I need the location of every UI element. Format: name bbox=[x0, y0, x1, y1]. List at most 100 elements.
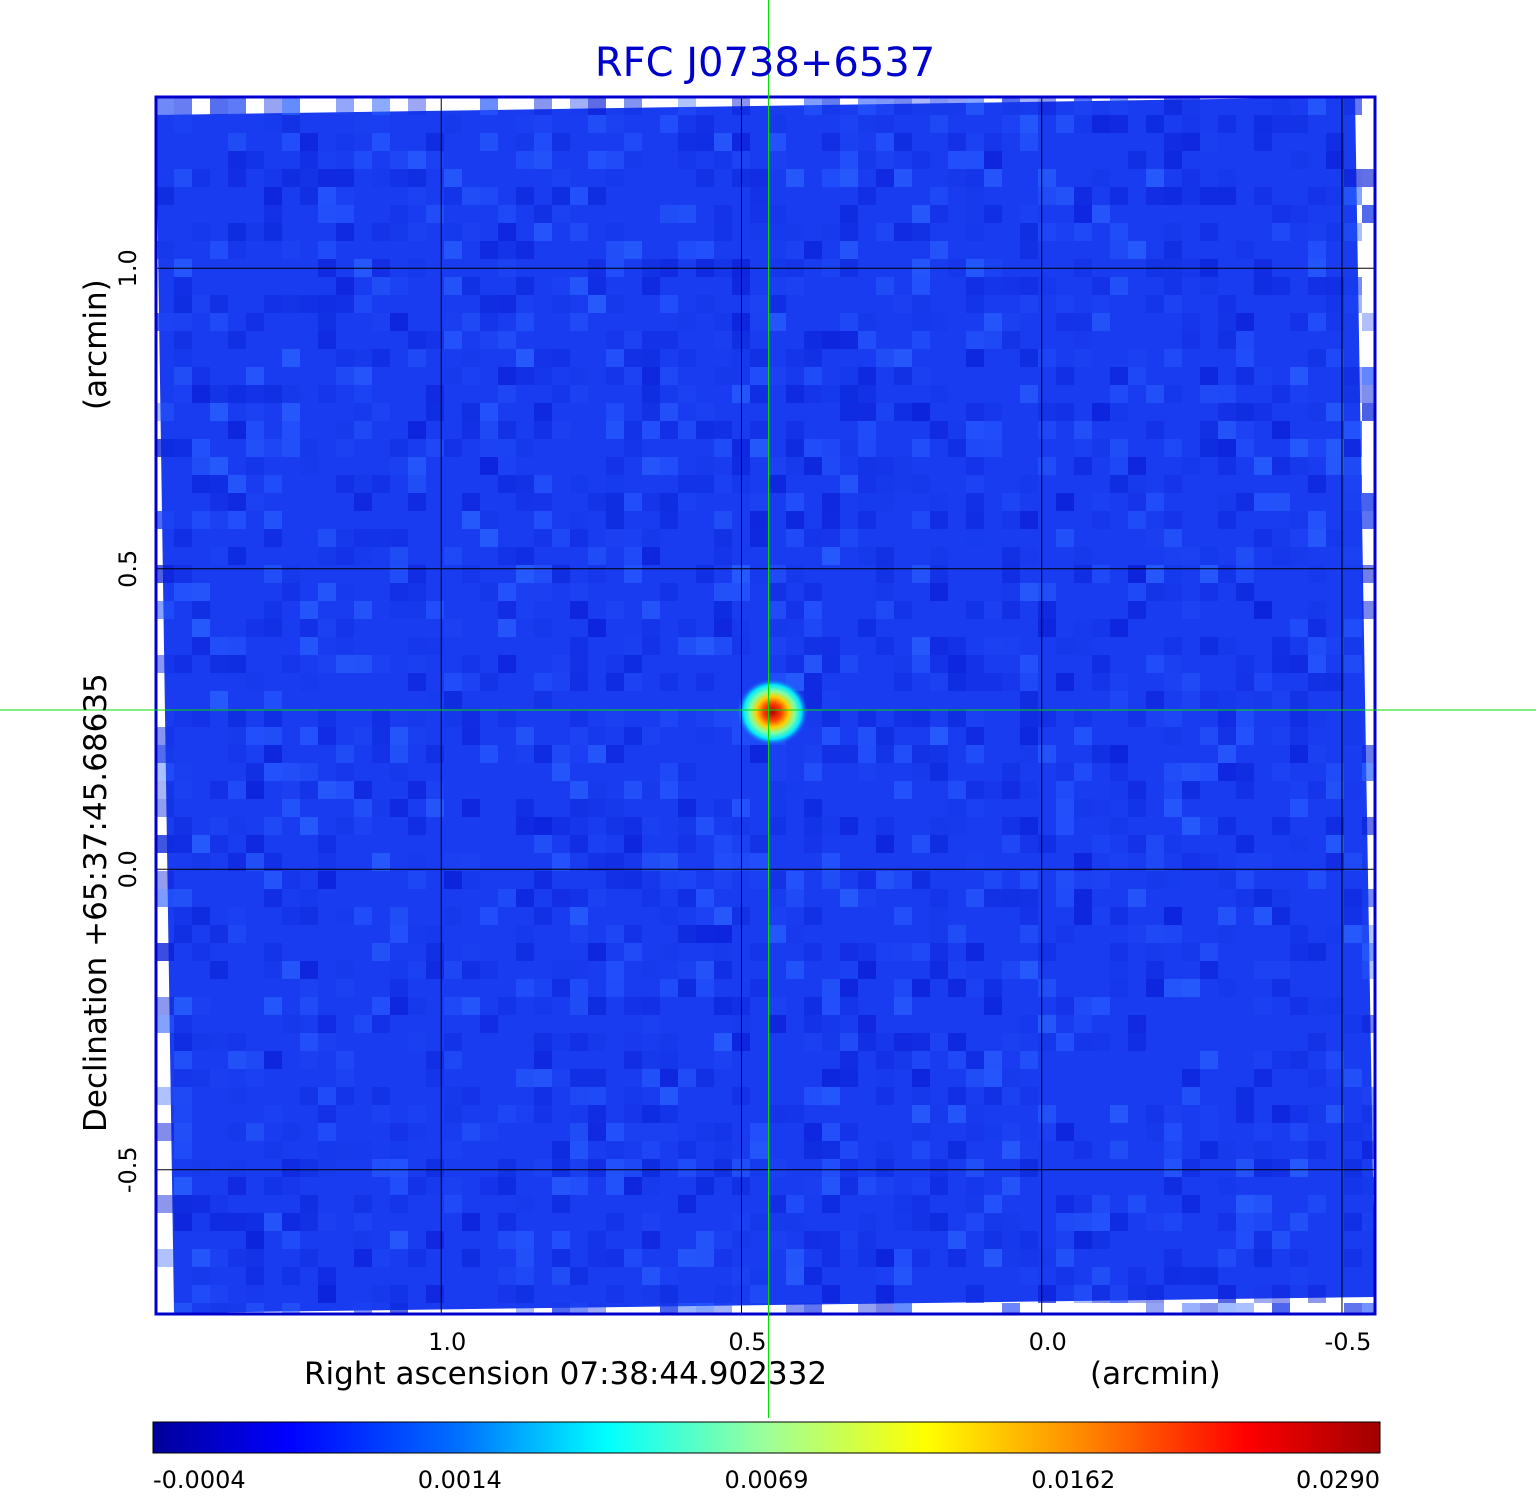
noise-cell bbox=[1146, 979, 1164, 997]
noise-cell bbox=[912, 1177, 930, 1195]
noise-cell bbox=[714, 313, 732, 331]
noise-cell bbox=[1164, 709, 1182, 727]
noise-cell bbox=[1362, 601, 1375, 619]
noise-cell bbox=[264, 889, 282, 907]
noise-cell bbox=[408, 709, 426, 727]
noise-cell bbox=[1254, 187, 1272, 205]
noise-cell bbox=[1272, 115, 1290, 133]
noise-cell bbox=[696, 1177, 714, 1195]
noise-cell bbox=[984, 1249, 1002, 1267]
noise-cell bbox=[1218, 295, 1236, 313]
noise-cell bbox=[444, 187, 462, 205]
noise-cell bbox=[462, 187, 480, 205]
noise-cell bbox=[264, 1213, 282, 1231]
noise-cell bbox=[822, 547, 840, 565]
noise-cell bbox=[1020, 781, 1038, 799]
noise-cell bbox=[1074, 853, 1092, 871]
noise-cell bbox=[1038, 1015, 1056, 1033]
noise-cell bbox=[246, 403, 264, 421]
noise-cell bbox=[264, 97, 282, 115]
noise-cell bbox=[822, 871, 840, 889]
noise-cell bbox=[1326, 1105, 1344, 1123]
noise-cell bbox=[1344, 1123, 1362, 1141]
noise-cell bbox=[174, 385, 192, 403]
noise-cell bbox=[750, 1123, 768, 1141]
noise-cell bbox=[858, 745, 876, 763]
noise-cell bbox=[552, 1033, 570, 1051]
noise-cell bbox=[894, 871, 912, 889]
noise-cell bbox=[228, 97, 246, 115]
noise-cell bbox=[1272, 97, 1290, 115]
noise-cell bbox=[1236, 331, 1254, 349]
noise-cell bbox=[498, 601, 516, 619]
noise-cell bbox=[264, 997, 282, 1015]
noise-cell bbox=[1362, 1177, 1375, 1195]
noise-cell bbox=[552, 1267, 570, 1285]
noise-cell bbox=[408, 169, 426, 187]
noise-cell bbox=[714, 511, 732, 529]
noise-cell bbox=[1092, 115, 1110, 133]
noise-cell bbox=[660, 1069, 678, 1087]
noise-cell bbox=[624, 133, 642, 151]
noise-cell bbox=[894, 169, 912, 187]
y-tick-label: -0.5 bbox=[114, 1146, 142, 1193]
noise-cell bbox=[480, 133, 498, 151]
noise-cell bbox=[876, 1285, 894, 1303]
noise-cell bbox=[624, 817, 642, 835]
noise-cell bbox=[1182, 457, 1200, 475]
noise-cell bbox=[930, 1159, 948, 1177]
noise-cell bbox=[246, 745, 264, 763]
noise-cell bbox=[1344, 619, 1362, 637]
noise-cell bbox=[840, 439, 858, 457]
noise-cell bbox=[246, 439, 264, 457]
noise-cell bbox=[1362, 961, 1375, 979]
noise-cell bbox=[1056, 1213, 1074, 1231]
noise-cell bbox=[1038, 277, 1056, 295]
noise-cell bbox=[300, 295, 318, 313]
noise-cell bbox=[1308, 475, 1326, 493]
noise-cell bbox=[1074, 223, 1092, 241]
noise-cell bbox=[1146, 169, 1164, 187]
noise-cell bbox=[1056, 1195, 1074, 1213]
noise-cell bbox=[246, 313, 264, 331]
noise-cell bbox=[1308, 871, 1326, 889]
noise-cell bbox=[1362, 943, 1375, 961]
noise-cell bbox=[858, 1015, 876, 1033]
noise-cell bbox=[1218, 1249, 1236, 1267]
noise-cell bbox=[1362, 511, 1375, 529]
noise-cell bbox=[606, 979, 624, 997]
noise-cell bbox=[948, 1033, 966, 1051]
noise-cell bbox=[1344, 1015, 1362, 1033]
noise-cell bbox=[282, 349, 300, 367]
noise-cell bbox=[1038, 457, 1056, 475]
y-tick-label: 0.5 bbox=[114, 550, 142, 588]
noise-cell bbox=[444, 1051, 462, 1069]
noise-cell bbox=[210, 1303, 228, 1314]
noise-cell bbox=[1056, 529, 1074, 547]
noise-cell bbox=[174, 907, 192, 925]
noise-cell bbox=[444, 331, 462, 349]
noise-cell bbox=[840, 943, 858, 961]
noise-cell bbox=[282, 961, 300, 979]
noise-cell bbox=[228, 475, 246, 493]
noise-cell bbox=[246, 223, 264, 241]
noise-cell bbox=[912, 205, 930, 223]
noise-cell bbox=[516, 1195, 534, 1213]
noise-cell bbox=[534, 493, 552, 511]
noise-cell bbox=[1236, 1195, 1254, 1213]
noise-cell bbox=[894, 601, 912, 619]
noise-cell bbox=[588, 943, 606, 961]
noise-cell bbox=[930, 835, 948, 853]
noise-cell bbox=[246, 1267, 264, 1285]
noise-cell bbox=[678, 385, 696, 403]
noise-cell bbox=[1182, 1195, 1200, 1213]
noise-cell bbox=[282, 133, 300, 151]
noise-cell bbox=[174, 97, 192, 115]
noise-cell bbox=[786, 925, 804, 943]
colorbar bbox=[152, 1421, 1381, 1454]
noise-cell bbox=[210, 781, 228, 799]
noise-cell bbox=[174, 817, 192, 835]
noise-cell bbox=[210, 817, 228, 835]
noise-cell bbox=[768, 1195, 786, 1213]
noise-cell bbox=[1182, 763, 1200, 781]
